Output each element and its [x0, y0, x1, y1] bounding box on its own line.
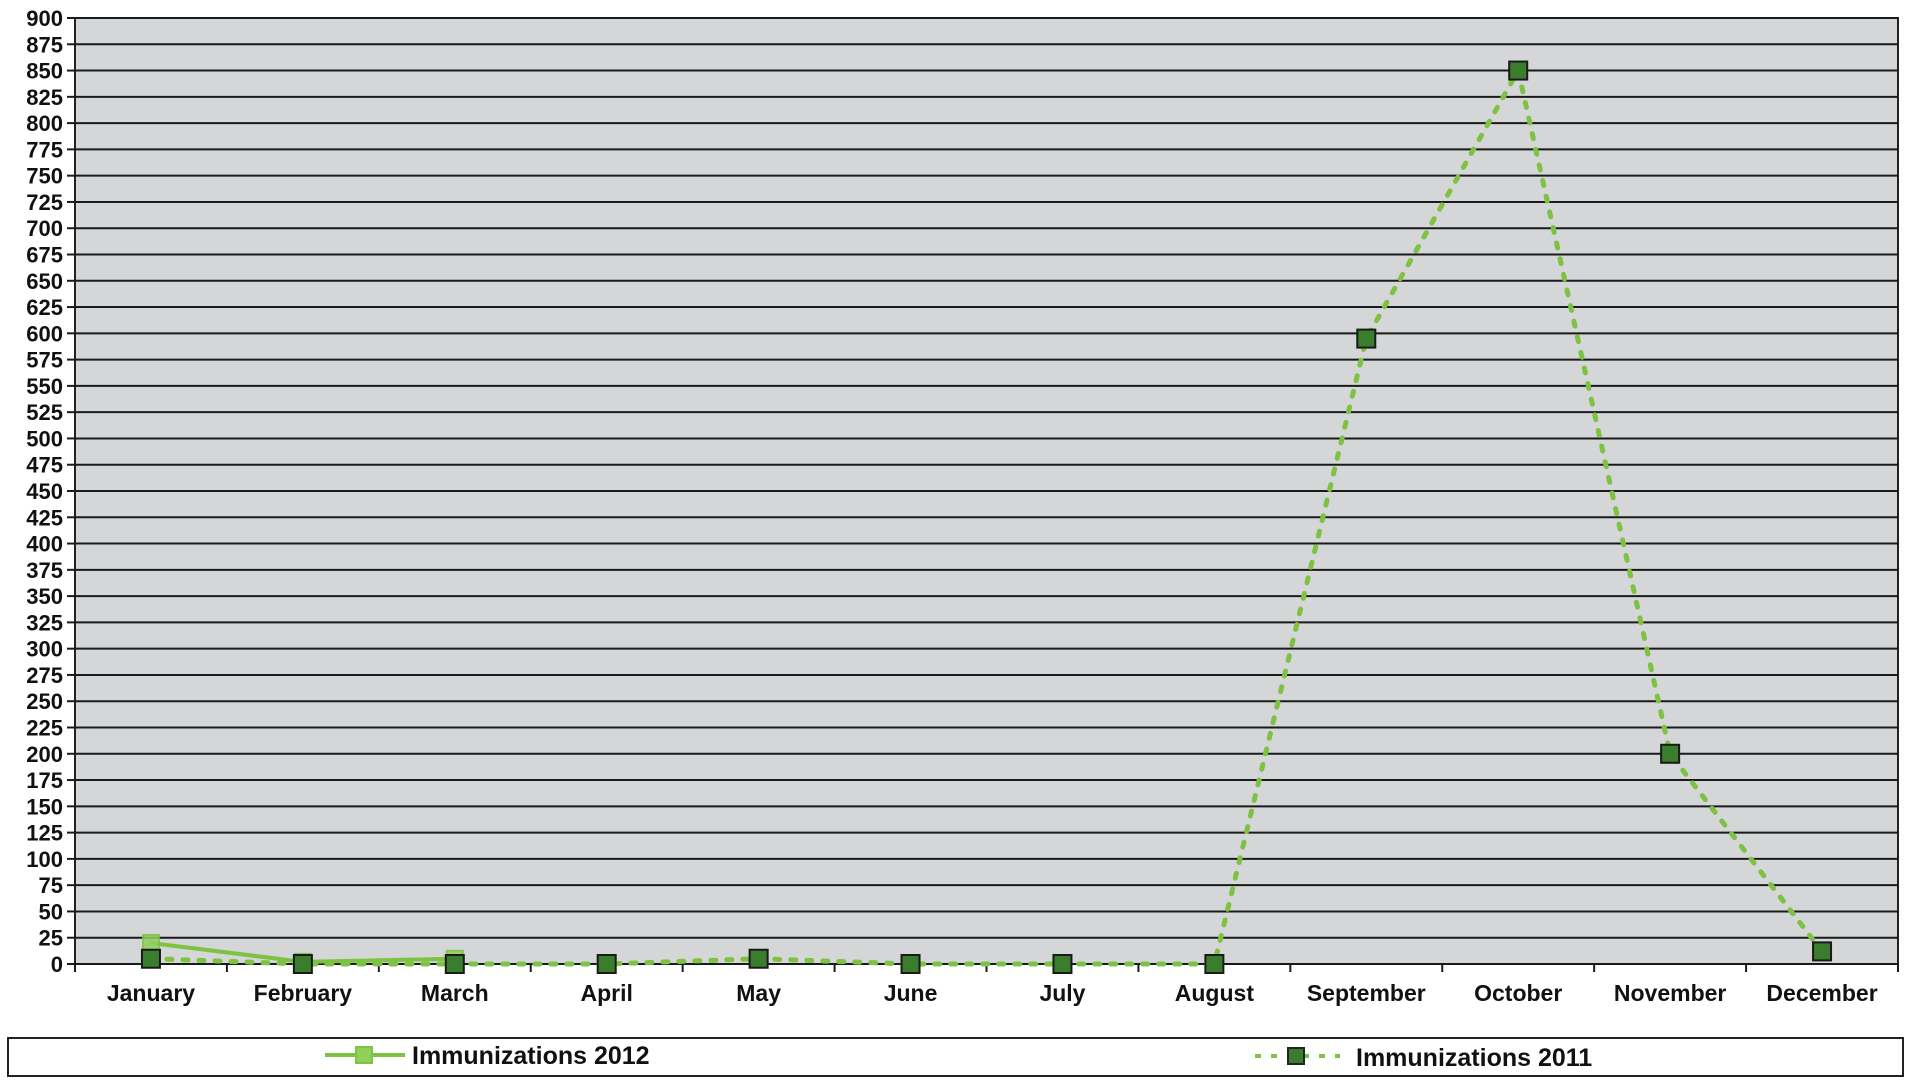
legend-item-2012: Immunizations 2012: [325, 1042, 650, 1070]
y-tick-label: 175: [26, 768, 63, 793]
data-point-2011: [444, 954, 465, 974]
y-tick-label: 25: [39, 926, 63, 951]
y-tick-label: 375: [26, 558, 63, 583]
x-tick-label: April: [581, 980, 633, 1006]
legend-box: [7, 1037, 1904, 1077]
data-point-2011: [900, 954, 921, 974]
legend-label-2011: Immunizations 2011: [1356, 1044, 1592, 1072]
y-tick-label: 350: [26, 584, 63, 609]
y-tick-label: 250: [26, 689, 63, 714]
data-point-2011: [1812, 941, 1833, 962]
y-tick-label: 600: [26, 321, 63, 346]
x-tick-label: February: [254, 980, 353, 1006]
y-tick-label: 725: [26, 190, 63, 215]
legend-marker-2012: [355, 1046, 373, 1064]
y-tick-label: 575: [26, 348, 63, 373]
y-axis-ticks: 9008758508258007757507257006756506256005…: [26, 6, 75, 977]
x-tick-label: December: [1766, 980, 1877, 1006]
x-tick-label: July: [1039, 980, 1085, 1006]
data-point-2011: [1660, 743, 1681, 764]
y-tick-label: 200: [26, 742, 63, 767]
y-tick-label: 650: [26, 269, 63, 294]
y-tick-label: 625: [26, 295, 63, 320]
x-tick-label: October: [1474, 980, 1562, 1006]
x-tick-label: June: [884, 980, 938, 1006]
y-tick-label: 675: [26, 243, 63, 268]
y-tick-label: 800: [26, 111, 63, 136]
y-tick-label: 850: [26, 59, 63, 84]
y-tick-label: 525: [26, 400, 63, 425]
y-tick-label: 325: [26, 610, 63, 635]
y-tick-label: 875: [26, 32, 63, 57]
x-tick-label: May: [736, 980, 781, 1006]
x-tick-label: September: [1307, 980, 1426, 1006]
y-tick-label: 50: [39, 899, 63, 924]
y-tick-label: 475: [26, 453, 63, 478]
data-point-2011: [1204, 954, 1225, 974]
legend-label-2012: Immunizations 2012: [412, 1042, 650, 1070]
y-tick-label: 100: [26, 847, 63, 872]
x-tick-label: November: [1614, 980, 1727, 1006]
y-tick-label: 700: [26, 216, 63, 241]
legend-item-2011: Immunizations 2011: [1255, 1044, 1592, 1072]
y-tick-label: 775: [26, 137, 63, 162]
y-tick-label: 900: [26, 6, 63, 31]
legend-marker-2011: [1287, 1047, 1305, 1065]
y-tick-label: 275: [26, 663, 63, 688]
y-tick-label: 450: [26, 479, 63, 504]
x-tick-label: March: [421, 980, 489, 1006]
y-tick-label: 825: [26, 85, 63, 110]
y-tick-label: 400: [26, 532, 63, 557]
gridlines: [75, 17, 1898, 965]
y-tick-label: 750: [26, 164, 63, 189]
y-tick-label: 425: [26, 505, 63, 530]
data-point-2011: [748, 948, 769, 969]
data-point-2011: [1508, 60, 1529, 81]
data-point-2011: [1052, 954, 1073, 974]
y-tick-label: 500: [26, 426, 63, 451]
x-tick-label: August: [1175, 980, 1255, 1006]
data-point-2012: [141, 933, 160, 952]
y-tick-label: 75: [39, 873, 63, 898]
data-point-2011: [596, 954, 617, 974]
y-tick-label: 150: [26, 794, 63, 819]
series-line-1: [148, 68, 1825, 967]
y-tick-label: 125: [26, 821, 63, 846]
data-point-2011: [140, 948, 161, 969]
x-tick-label: January: [107, 980, 195, 1006]
series-markers: [140, 60, 1833, 974]
data-point-2011: [1356, 328, 1377, 349]
y-tick-label: 550: [26, 374, 63, 399]
y-tick-label: 225: [26, 716, 63, 741]
y-tick-label: 300: [26, 637, 63, 662]
data-point-2011: [292, 954, 313, 974]
y-tick-label: 0: [51, 952, 63, 977]
x-axis-ticks: January February March April May June July Augu…: [74, 964, 1899, 1006]
